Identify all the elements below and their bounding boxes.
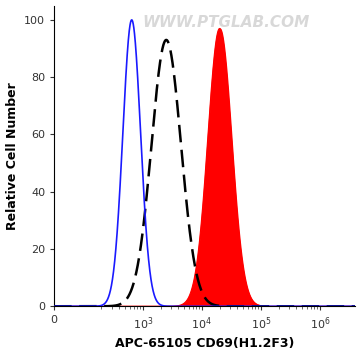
X-axis label: APC-65105 CD69(H1.2F3): APC-65105 CD69(H1.2F3) [115,337,295,350]
Text: WWW.PTGLAB.COM: WWW.PTGLAB.COM [142,15,309,30]
Y-axis label: Relative Cell Number: Relative Cell Number [5,82,18,230]
